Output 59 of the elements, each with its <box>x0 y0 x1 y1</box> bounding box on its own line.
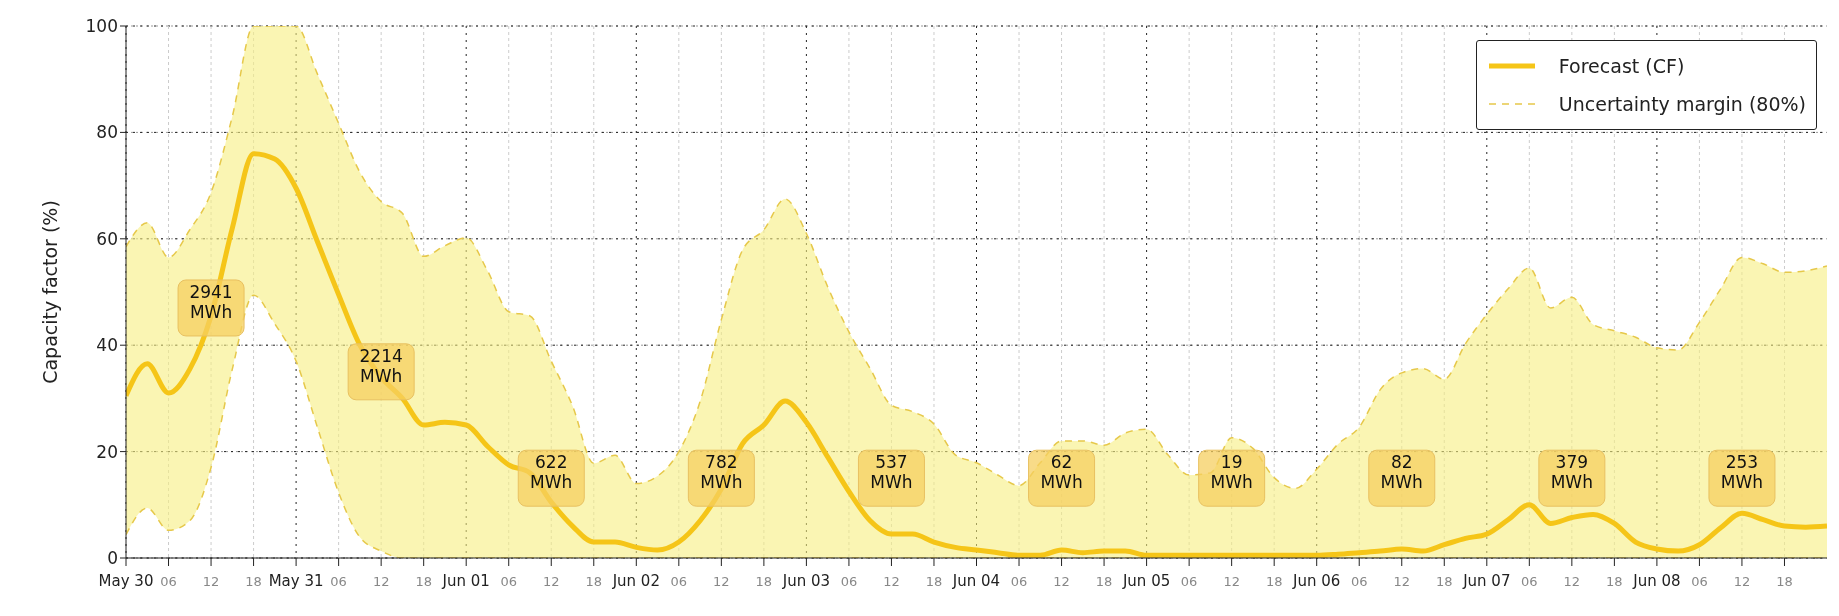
y-tick-label: 60 <box>96 228 118 249</box>
annotation: 537 MWh <box>870 452 913 493</box>
x-tick-label: 06 <box>1350 574 1368 589</box>
x-tick-label: Jun 02 <box>611 572 660 590</box>
x-tick-label: Jun 01 <box>441 572 490 590</box>
x-tick-label: 06 <box>840 574 858 589</box>
annotation: 19 MWh <box>1210 452 1253 493</box>
x-tick-label: 12 <box>542 574 560 589</box>
x-tick-label: 18 <box>1436 574 1453 589</box>
x-tick-label: 06 <box>160 574 177 589</box>
x-tick-label: 12 <box>202 574 220 589</box>
x-tick-label: 18 <box>585 574 603 589</box>
x-tick-label: Jun 03 <box>781 572 831 590</box>
annotation: 379 MWh <box>1550 452 1593 493</box>
legend-label: Forecast (CF) <box>1558 55 1685 77</box>
x-tick-label: 18 <box>1265 574 1283 589</box>
y-tick-label: 80 <box>96 122 118 143</box>
x-tick-label: Jun 05 <box>1121 572 1171 590</box>
x-tick-label: Jun 04 <box>951 572 1001 590</box>
annotation: 62 MWh <box>1040 452 1083 493</box>
annotation: 622 MWh <box>530 452 573 493</box>
x-tick-label: 12 <box>713 574 730 589</box>
x-tick-label: 18 <box>415 574 432 589</box>
x-tick-label: 18 <box>245 574 262 589</box>
x-tick-label: 18 <box>1095 574 1113 589</box>
y-axis-title: Capacity factor (%) <box>38 200 61 384</box>
x-tick-label: 06 <box>1691 574 1708 589</box>
x-tick-label: 12 <box>1733 574 1751 589</box>
x-tick-label: 12 <box>1223 574 1240 589</box>
annotation: 253 MWh <box>1720 452 1764 493</box>
x-tick-label: 18 <box>1776 574 1793 589</box>
x-tick-label: Jun 07 <box>1462 572 1511 590</box>
x-tick-label: 18 <box>1606 574 1623 589</box>
x-tick-label: Jun 08 <box>1632 572 1681 590</box>
x-tick-label: 06 <box>1180 574 1198 589</box>
annotation: 82 MWh <box>1380 452 1423 493</box>
x-tick-label: 12 <box>1053 574 1070 589</box>
y-tick-label: 20 <box>96 441 118 462</box>
x-tick-label: 06 <box>330 574 347 589</box>
x-tick-label: 12 <box>1393 574 1411 589</box>
annotation: 2214 MWh <box>359 345 403 386</box>
x-tick-label: 12 <box>883 574 900 589</box>
x-tick-label: 06 <box>500 574 517 589</box>
y-tick-label: 100 <box>85 16 118 37</box>
x-tick-label: 06 <box>1010 574 1028 589</box>
x-tick-label: Jun 06 <box>1292 572 1341 590</box>
x-tick-label: 06 <box>1521 574 1538 589</box>
annotation: 782 MWh <box>700 452 743 493</box>
y-tick-label: 40 <box>96 335 118 356</box>
x-tick-label: 06 <box>670 574 688 589</box>
x-tick-label: 18 <box>755 574 773 589</box>
x-tick-label: May 31 <box>268 572 324 590</box>
x-tick-label: 12 <box>1563 574 1581 589</box>
x-tick-label: 18 <box>925 574 943 589</box>
x-tick-label: May 30 <box>98 572 154 590</box>
legend-label: Uncertainty margin (80%) <box>1558 93 1806 115</box>
x-tick-label: 12 <box>372 574 390 589</box>
y-tick-label: 0 <box>107 548 118 569</box>
annotation: 2941 MWh <box>189 281 233 322</box>
